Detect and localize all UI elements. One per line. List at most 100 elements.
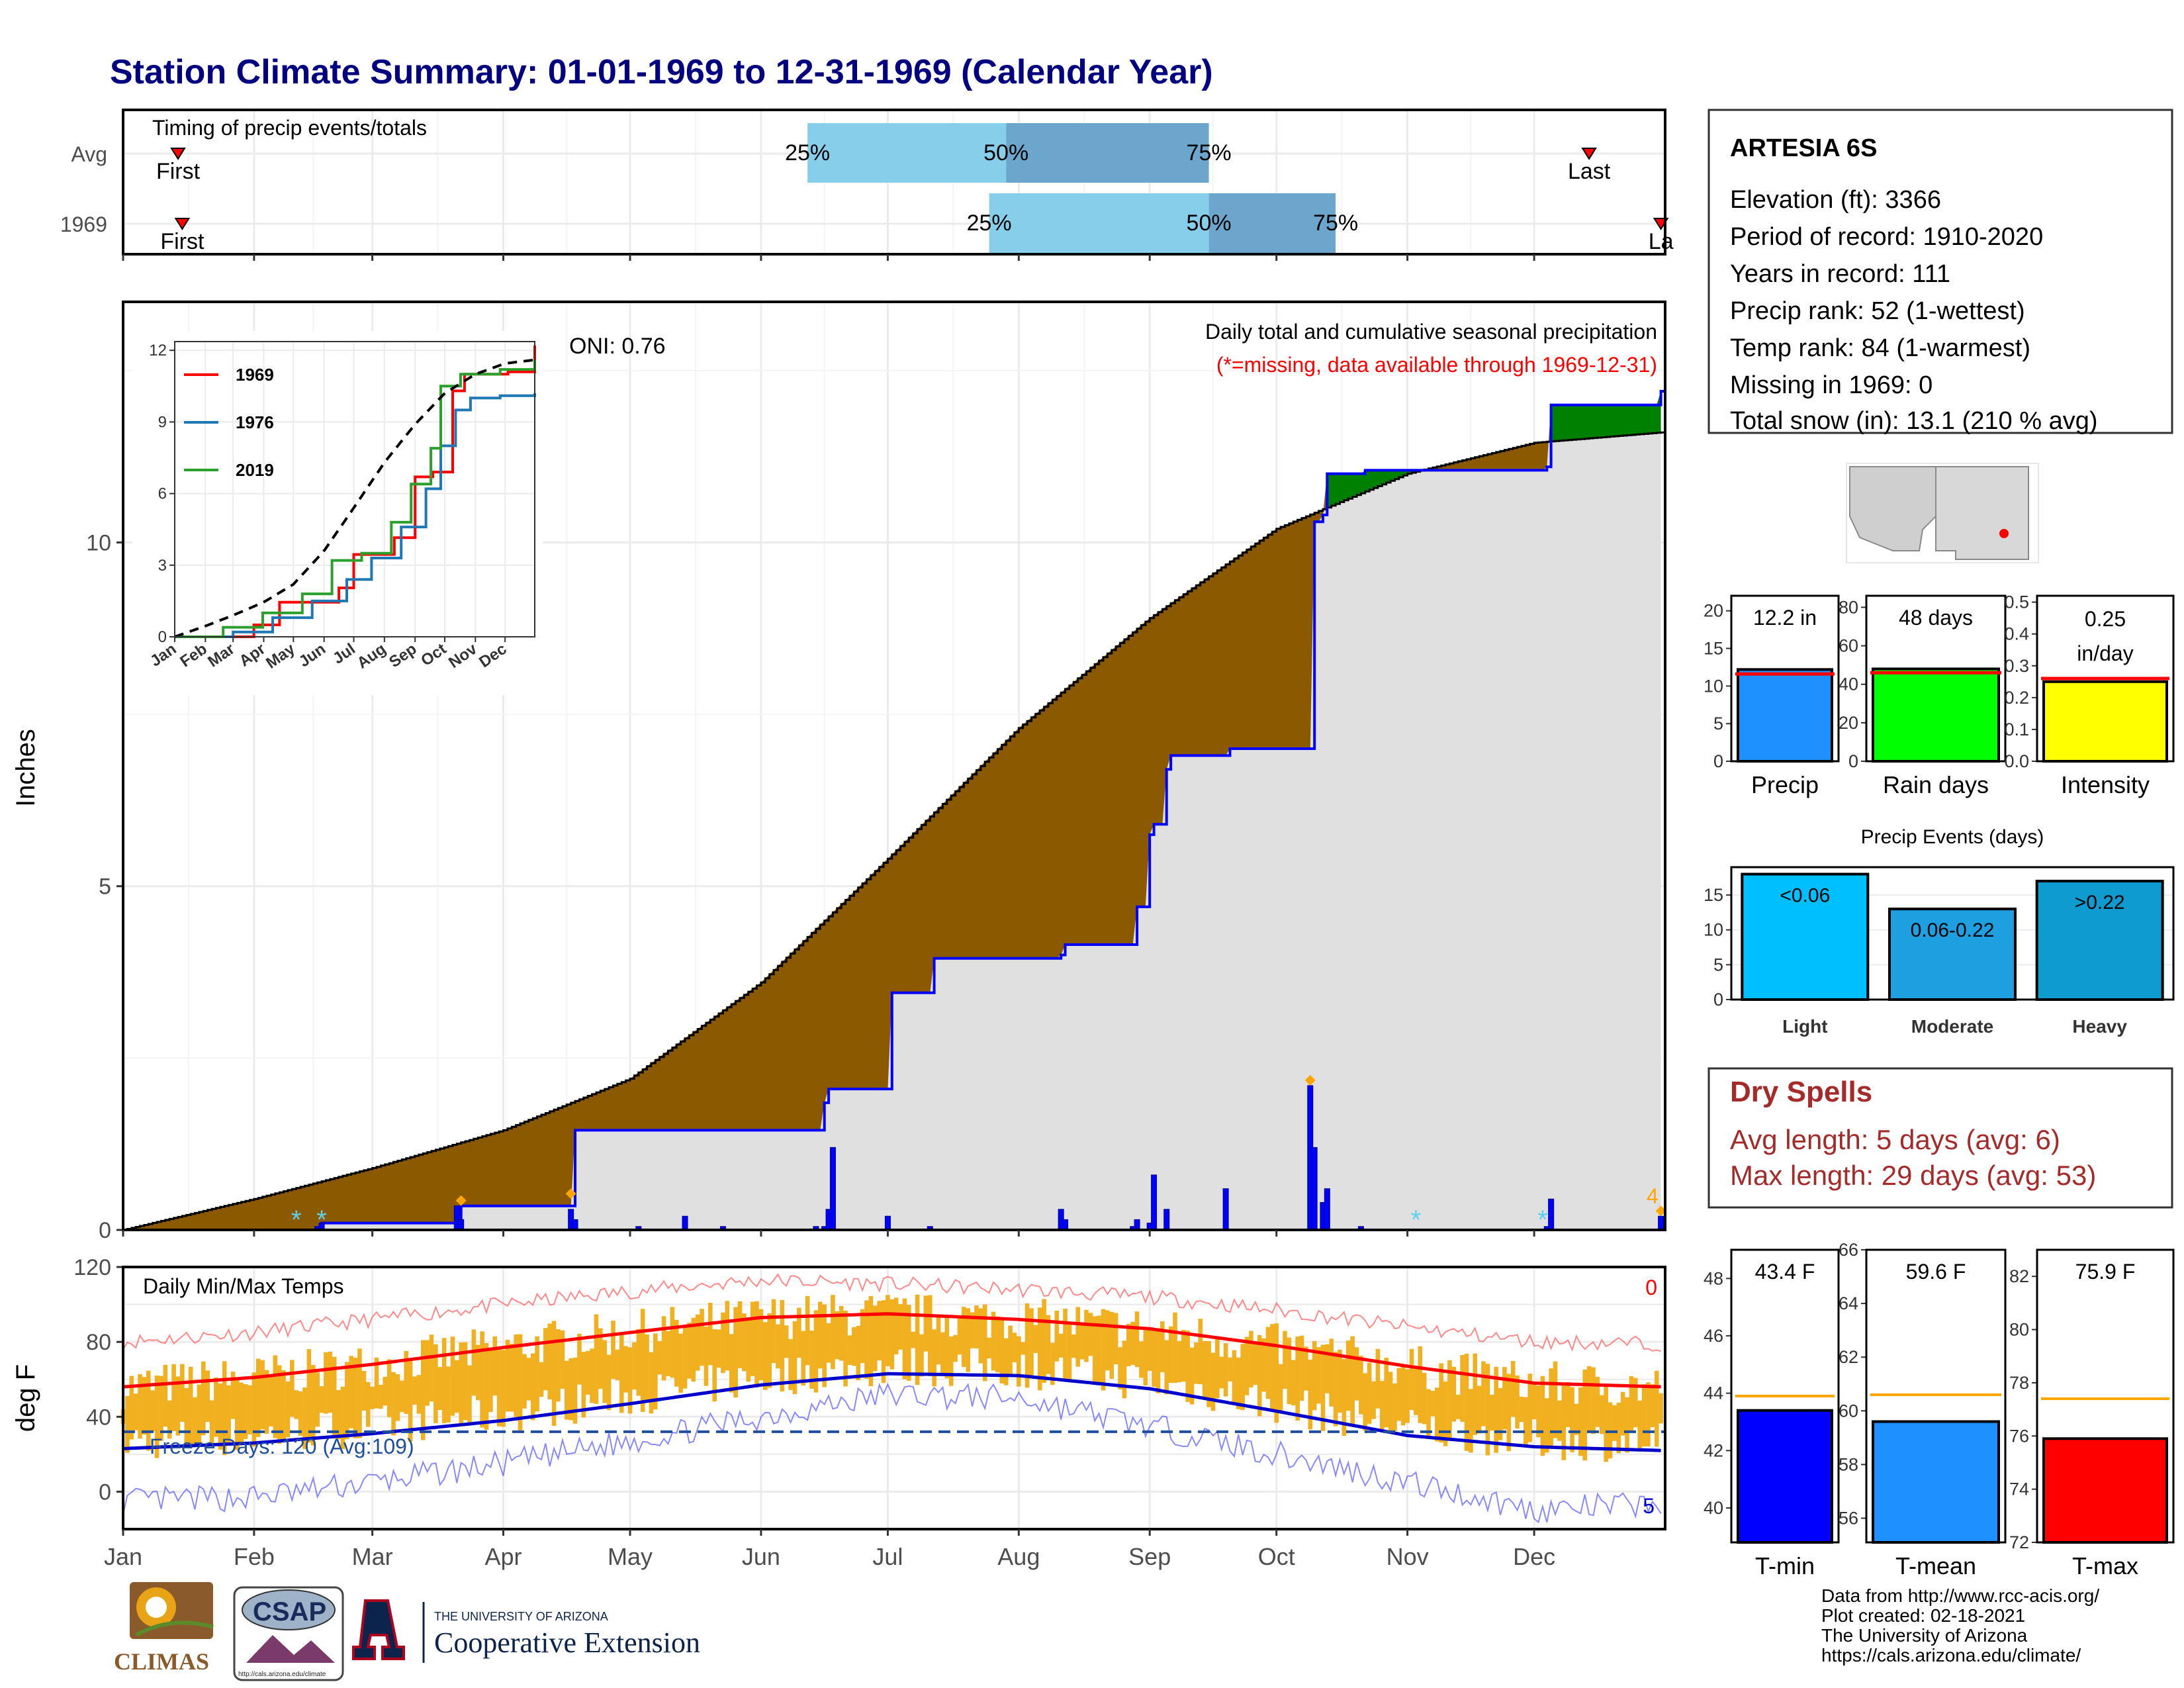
- daily-temp-bar: [1473, 1353, 1478, 1435]
- daily-temp-bar: [345, 1362, 349, 1440]
- daily-temp-bar: [1498, 1388, 1503, 1440]
- timing-q75-label: 75%: [1313, 211, 1358, 236]
- daily-temp-bar: [1469, 1389, 1473, 1453]
- daily-temp-bar: [543, 1328, 548, 1391]
- below-avg-area: [127, 473, 1328, 1230]
- daily-temp-bar: [1515, 1375, 1520, 1429]
- timing-q50-label: 50%: [1187, 211, 1232, 236]
- csap-logo: CSAP http://cals.arizona.edu/climate: [233, 1586, 344, 1681]
- y-axis: 0 40 80 120: [73, 1255, 123, 1505]
- daily-temp-bar: [496, 1348, 502, 1427]
- month-label: Jun: [742, 1543, 780, 1570]
- daily-temp-bar: [1024, 1303, 1030, 1388]
- legend-label: 1969: [236, 365, 274, 385]
- month-label: Jul: [872, 1543, 903, 1570]
- panel-subtitle: (*=missing, data available through 1969-…: [1216, 353, 1657, 377]
- daily-temp-bar: [416, 1375, 422, 1414]
- max-event-marker: [455, 1195, 467, 1206]
- daily-temp-bar: [1033, 1325, 1038, 1353]
- y-tick-label: 20: [1704, 601, 1723, 621]
- y-tick-label: 72: [2009, 1532, 2029, 1552]
- daily-temp-bar: [948, 1336, 954, 1386]
- daily-precip-bar: [1658, 1215, 1664, 1231]
- month-label: Aug: [997, 1543, 1040, 1570]
- first-label: First: [160, 229, 205, 254]
- y-tick-label: 20: [1839, 713, 1858, 733]
- tmin-label: T-min: [1755, 1552, 1815, 1579]
- credits: Data from http://www.rcc-acis.org/ Plot …: [1821, 1585, 2099, 1665]
- snow-marker: *: [316, 1205, 327, 1235]
- precip-chart: 0 5 10 15 20 12.2 in Precip: [1704, 594, 1840, 798]
- daily-temp-bar: [1409, 1348, 1414, 1411]
- daily-temp-bar: [142, 1377, 147, 1435]
- daily-temp-bar: [619, 1333, 624, 1413]
- daily-temp-bar: [1021, 1342, 1025, 1355]
- daily-temp-bar: [606, 1354, 612, 1411]
- daily-temp-bar: [640, 1309, 645, 1412]
- y-tick-label: 76: [2009, 1426, 2029, 1446]
- daily-temp-bar: [1595, 1376, 1600, 1427]
- events-category: Heavy: [2072, 1016, 2127, 1037]
- daily-temp-bar: [133, 1393, 138, 1430]
- y-tick-label: 40: [86, 1405, 111, 1430]
- daily-temp-bar: [556, 1329, 561, 1402]
- timing-q50-label: 50%: [983, 140, 1028, 165]
- daily-temp-bar: [1147, 1327, 1152, 1371]
- events-value: <0.06: [1780, 885, 1830, 907]
- daily-temp-bar: [514, 1334, 518, 1417]
- daily-temp-bar: [1430, 1391, 1435, 1417]
- daily-temp-bar: [310, 1365, 316, 1446]
- daily-temp-bar: [441, 1338, 447, 1423]
- daily-temp-bar: [974, 1305, 979, 1349]
- daily-temp-bar: [1232, 1350, 1237, 1405]
- panel-border: [122, 1266, 1666, 1530]
- daily-temp-bar: [1405, 1369, 1410, 1423]
- daily-temp-bar: [704, 1327, 709, 1386]
- daily-temp-bars: [120, 1294, 1663, 1462]
- daily-temp-bar: [784, 1325, 789, 1358]
- first-marker: [174, 218, 191, 230]
- daily-temp-bar: [886, 1295, 890, 1366]
- station-location-marker: [1999, 529, 2009, 538]
- month-label: Jan: [104, 1543, 142, 1570]
- month-label: Feb: [234, 1543, 275, 1570]
- daily-temp-bar: [184, 1387, 189, 1446]
- daily-temp-bar: [881, 1300, 886, 1383]
- timing-x-ticks: [122, 254, 1535, 261]
- daily-precip-bar: [829, 1147, 836, 1231]
- daily-temp-bar: [797, 1307, 801, 1358]
- daily-temp-bar: [1540, 1376, 1545, 1456]
- daily-temp-bar: [860, 1309, 865, 1364]
- daily-temp-bar: [188, 1366, 193, 1446]
- daily-temp-bar: [1189, 1347, 1195, 1405]
- daily-temp-bar: [150, 1390, 155, 1432]
- daily-temp-bar: [264, 1370, 269, 1434]
- events-category: Light: [1782, 1016, 1827, 1037]
- intensity-chart: 0.0 0.1 0.2 0.3 0.4 0.5 0.25 in/day Intensity: [2004, 592, 2175, 798]
- daily-temp-bar: [425, 1340, 430, 1406]
- daily-temp-bar: [813, 1310, 819, 1393]
- tmean-bar: [1872, 1420, 2000, 1544]
- daily-temp-bar: [1130, 1321, 1135, 1365]
- events-bar: [1741, 872, 1870, 1002]
- daily-temp-bar: [163, 1364, 168, 1427]
- daily-temp-bar: [336, 1389, 341, 1440]
- daily-temp-bar: [455, 1360, 459, 1413]
- daily-temp-bar: [290, 1360, 295, 1417]
- daily-temp-bar: [611, 1321, 615, 1380]
- daily-temp-bar: [1050, 1342, 1055, 1385]
- panel-border: [122, 109, 1666, 256]
- daily-temp-bar: [1134, 1311, 1140, 1368]
- events-title: Precip Events (days): [1861, 826, 2044, 848]
- daily-precip-bar: [1062, 1219, 1069, 1231]
- y-tick-label: 5: [99, 874, 111, 900]
- daily-temp-bar: [725, 1301, 730, 1371]
- inset-series-line: [175, 359, 536, 638]
- y-tick-label: 0.2: [2004, 688, 2029, 708]
- daily-temp-bar: [1612, 1405, 1617, 1441]
- daily-temp-bar: [1557, 1400, 1562, 1441]
- timing-title: Timing of precip events/totals: [152, 116, 427, 140]
- daily-temp-bar: [852, 1327, 856, 1366]
- obs-cumulative-line: [123, 390, 1665, 1231]
- panel-border: [2036, 594, 2175, 763]
